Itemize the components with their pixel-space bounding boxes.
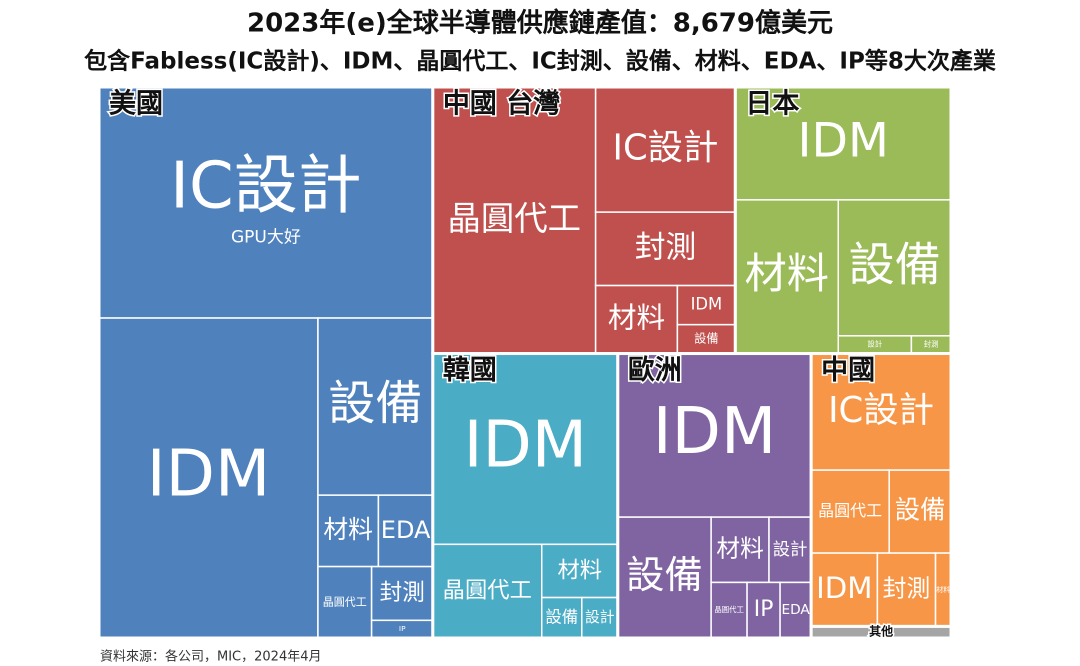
- chart-title: 2023年(e)全球半導體供應鏈產值：8,679億美元: [247, 8, 833, 39]
- leaf-label: 設備: [328, 377, 422, 432]
- leaf-label: IDM: [147, 438, 270, 512]
- leaf-cell: [540, 596, 583, 639]
- leaf-label: 封測: [883, 574, 931, 602]
- leaf-cell: [317, 565, 373, 639]
- leaf-label: 設計: [867, 340, 882, 349]
- leaf-label: 材料: [608, 301, 665, 335]
- region-border: [809, 624, 953, 640]
- leaf-cell: [779, 581, 812, 639]
- leaf-label: IDM: [653, 395, 776, 469]
- region-label: 日本: [745, 89, 799, 120]
- leaf-cell: [98, 86, 434, 319]
- leaf-cell: [837, 199, 952, 337]
- leaf-label: 晶圓代工: [447, 199, 581, 238]
- leaf-cell: [617, 516, 712, 639]
- leaf-label: 晶圓代工: [323, 595, 367, 608]
- leaf-label: 設計: [773, 540, 808, 560]
- leaf-label: IDM: [464, 409, 587, 483]
- leaf-label: 材料: [557, 557, 602, 583]
- leaf-note: GPU大好: [231, 228, 301, 248]
- leaf-label: 材料: [936, 585, 950, 594]
- leaf-label: 設備: [626, 553, 703, 598]
- leaf-cell: [888, 469, 952, 554]
- leaf-cell: [98, 317, 319, 639]
- region-label: 中國 台灣: [443, 88, 560, 120]
- leaf-label: 封測: [924, 340, 939, 349]
- chart-subtitle: 包含Fabless(IC設計)、IDM、晶圓代工、IC封測、設備、材料、EDA、…: [84, 48, 997, 75]
- leaf-label: 晶圓代工: [818, 501, 882, 520]
- leaf-cell: [432, 543, 543, 639]
- leaf-label: 晶圓代工: [714, 605, 744, 614]
- leaf-cell: [746, 581, 781, 639]
- leaf-label: 材料: [745, 249, 829, 298]
- leaf-label: IDM: [816, 571, 872, 605]
- leaf-cell: [676, 323, 737, 355]
- leaf-cell: [734, 199, 840, 355]
- leaf-label: IC設計: [828, 390, 934, 431]
- leaf-cell: [594, 86, 737, 213]
- leaf-label: IP: [399, 624, 406, 633]
- leaf-label: 設備: [694, 331, 718, 346]
- region-label: 歐洲: [628, 355, 682, 386]
- leaf-label: IC設計: [170, 149, 362, 223]
- leaf-label: EDA: [781, 602, 810, 618]
- leaf-label: IDM: [691, 295, 723, 314]
- leaf-label: 材料: [716, 534, 763, 562]
- leaf-label: 設備: [545, 607, 578, 626]
- leaf-label: IDM: [797, 113, 888, 168]
- leaf-label: 封測: [380, 580, 425, 606]
- leaf-label: 晶圓代工: [443, 578, 532, 604]
- region-label: 韓國: [443, 355, 497, 386]
- leaf-cell: [594, 284, 679, 355]
- leaf-cell: [710, 516, 770, 584]
- leaf-cell: [432, 352, 619, 546]
- region-label: 中國: [821, 355, 875, 386]
- region-label: 美國: [109, 88, 163, 120]
- leaf-cell: [317, 317, 434, 496]
- region-label: 其他: [869, 624, 893, 639]
- leaf-label: 設備: [895, 496, 946, 525]
- leaf-label: 設計: [585, 609, 615, 626]
- leaf-label: EDA: [381, 516, 431, 544]
- leaf-label: IC設計: [613, 128, 719, 169]
- source-note: 資料來源：各公司，MIC，2024年4月: [100, 649, 321, 665]
- leaf-cell: [734, 86, 952, 201]
- leaf-label: 材料: [323, 515, 373, 544]
- leaf-cell: [810, 469, 890, 554]
- leaf-label: 設備: [848, 237, 940, 291]
- leaf-cell: [540, 543, 619, 599]
- leaf-cell: [810, 552, 879, 628]
- leaf-label: IP: [754, 597, 774, 622]
- leaf-label: 封測: [635, 229, 697, 265]
